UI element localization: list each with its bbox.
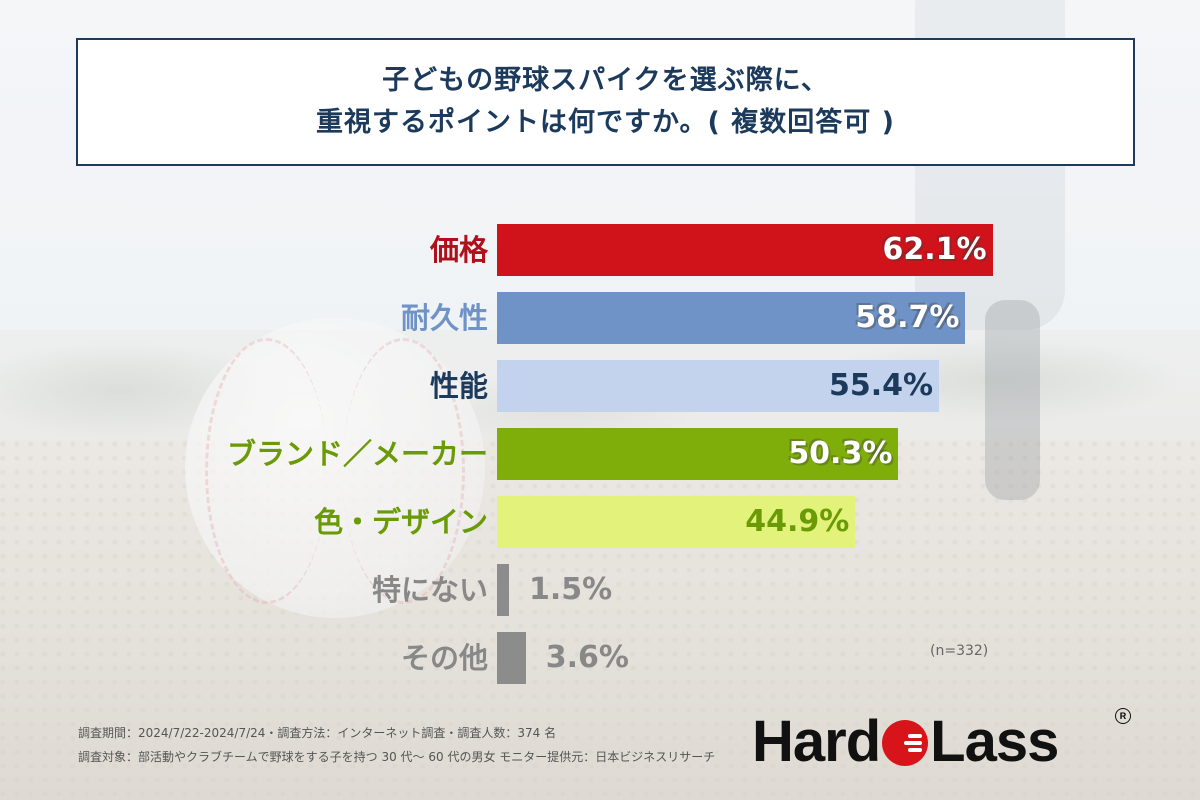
bar — [497, 224, 993, 276]
bar — [497, 632, 526, 684]
background-player-leg — [985, 300, 1040, 500]
category-label: 価格 — [429, 233, 488, 267]
bar — [497, 496, 856, 548]
bar — [497, 360, 940, 412]
title-line-2: 重視するポイントは何ですか。( 複数回答可 ) — [316, 107, 895, 138]
question-title-box: 子どもの野球スパイクを選ぶ際に、 重視するポイントは何ですか。( 複数回答可 ) — [76, 38, 1135, 166]
logo-text-hard: Hard — [752, 708, 881, 774]
value-label: 62.1% — [882, 232, 987, 267]
survey-target-note: 調査対象：部活動やクラブチームで野球をする子を持つ 30 代〜 60 代の男女 … — [78, 750, 716, 764]
category-label: ブランド／メーカー — [226, 437, 488, 471]
category-label: その他 — [400, 641, 488, 675]
category-label: 性能 — [429, 369, 488, 403]
category-label: 色・デザイン — [313, 505, 488, 539]
value-label: 1.5% — [528, 572, 613, 607]
hardlass-logo: Hard Lass — [752, 706, 1059, 776]
bar — [497, 428, 899, 480]
sample-size-label: (n=332) — [930, 643, 989, 659]
title-line-1: 子どもの野球スパイクを選ぶ際に、 — [382, 65, 829, 96]
category-label: 特にない — [371, 573, 488, 607]
registered-mark-icon: R — [1115, 708, 1131, 724]
survey-period-note: 調査期間：2024/7/22-2024/7/24・調査方法：インターネット調査・… — [78, 726, 557, 740]
category-label: 耐久性 — [400, 301, 488, 335]
background-baseball — [185, 318, 485, 618]
logo-text-lass: Lass — [930, 708, 1059, 774]
value-label: 44.9% — [745, 504, 850, 539]
bar — [497, 292, 966, 344]
logo-o-icon — [882, 720, 929, 766]
bar — [497, 564, 509, 616]
value-label: 3.6% — [545, 640, 629, 675]
value-label: 58.7% — [855, 300, 960, 335]
value-label: 50.3% — [788, 436, 893, 471]
value-label: 55.4% — [829, 368, 934, 403]
